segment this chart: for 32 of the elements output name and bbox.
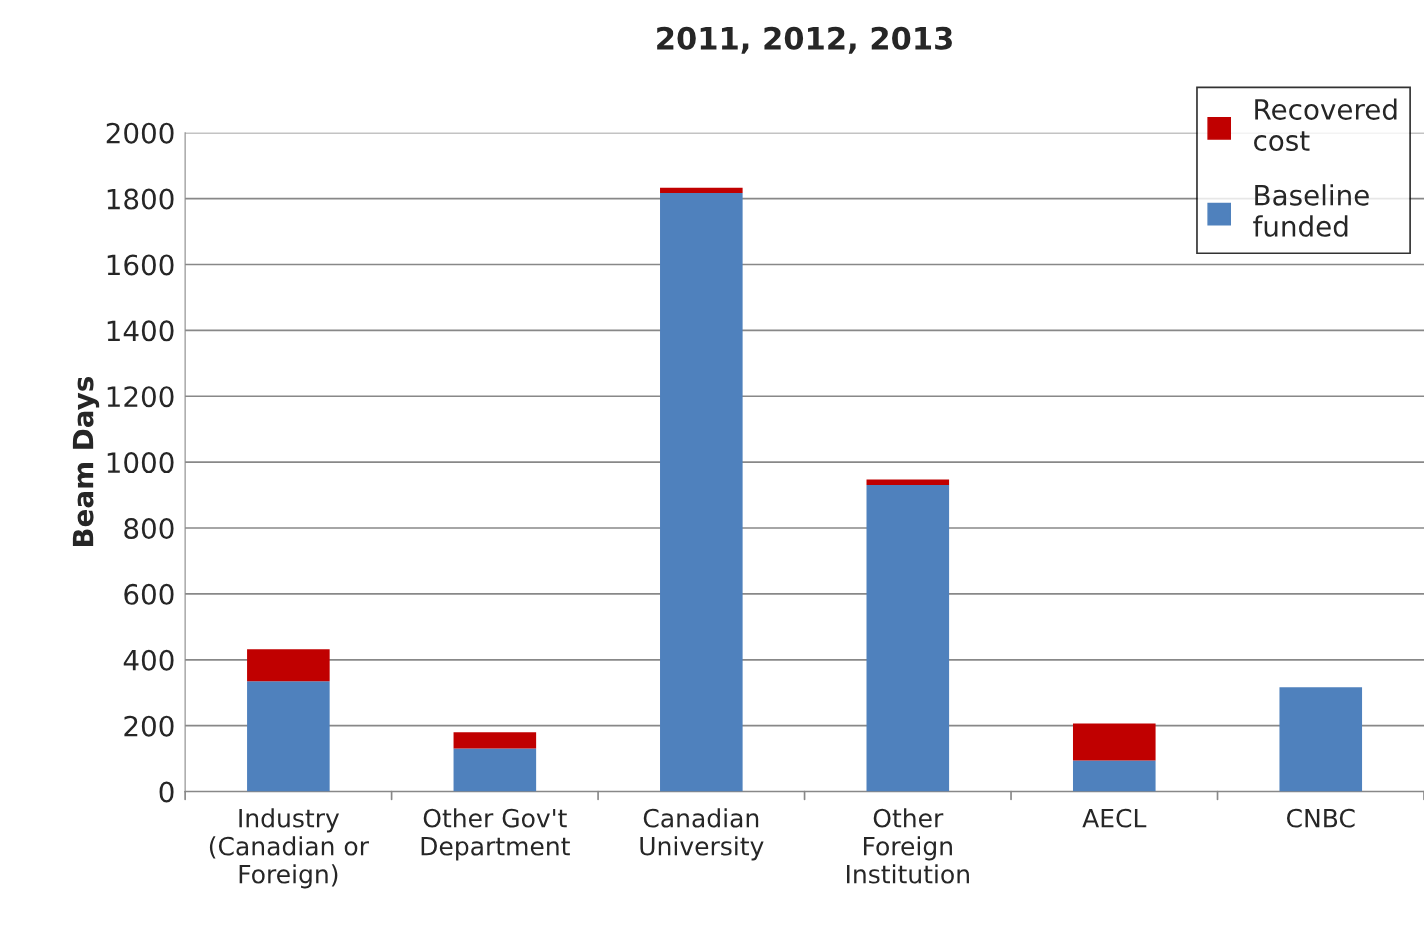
- legend-label: Recovered cost: [1254, 98, 1397, 152]
- y-tick-label: 1600: [107, 254, 174, 276]
- y-tick-label: 200: [124, 715, 174, 737]
- y-tick-label: 0: [159, 781, 174, 803]
- y-tick-label: 800: [124, 517, 174, 539]
- y-tick-label: 2000: [106, 122, 174, 144]
- bar: [453, 748, 537, 792]
- bar: [247, 649, 330, 682]
- x-tick-label: Industry (Canadian or Foreign): [209, 808, 369, 889]
- y-tick-label: 600: [124, 583, 174, 605]
- bar: [453, 732, 537, 749]
- bar: [866, 479, 950, 485]
- bar: [866, 484, 950, 792]
- chart-title: 2011, 2012, 2013: [657, 26, 952, 54]
- bar: [660, 187, 743, 194]
- y-tick-label: 400: [123, 649, 174, 671]
- x-tick-label: AECL: [1082, 808, 1147, 828]
- bar: [1279, 687, 1363, 792]
- x-tick-label: CNBC: [1287, 808, 1355, 828]
- y-tick-label: 1800: [107, 188, 174, 210]
- x-tick-label: Other Gov't Department: [421, 808, 570, 861]
- bar: [1072, 723, 1156, 761]
- y-tick-label: 1200: [107, 386, 174, 408]
- x-tick-label: Canadian University: [640, 808, 764, 861]
- y-tick-label: 1000: [107, 452, 174, 474]
- legend-label: Baseline funded: [1253, 184, 1369, 237]
- y-axis-title: Beam Days: [72, 377, 100, 547]
- bar: [247, 681, 330, 792]
- bar: [660, 193, 743, 792]
- bar: [1072, 760, 1156, 792]
- y-tick-label: 1400: [107, 320, 174, 342]
- x-tick-label: Other Foreign Institution: [846, 808, 969, 884]
